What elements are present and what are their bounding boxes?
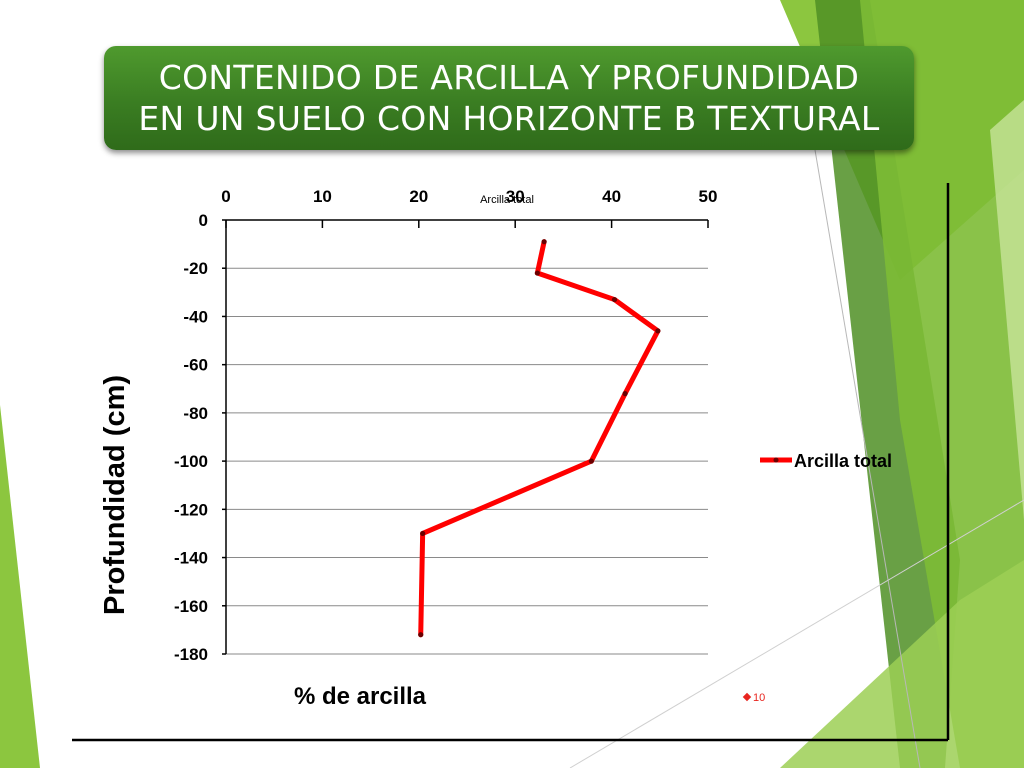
data-point	[534, 270, 540, 276]
series-line	[418, 239, 661, 638]
y-tick-label: 0	[199, 211, 208, 230]
y-tick-label: -180	[174, 645, 208, 664]
legend-point-marker	[773, 457, 779, 463]
data-point	[541, 239, 547, 245]
page-number-text: 10	[753, 692, 765, 704]
y-tick-label: -40	[183, 307, 208, 326]
title-banner: CONTENIDO DE ARCILLA Y PROFUNDIDAD EN UN…	[104, 46, 914, 150]
x-tick-label: 10	[313, 187, 332, 206]
data-point	[622, 391, 628, 397]
data-point	[420, 530, 426, 537]
y-tick-labels: 0 -20 -40 -60 -80 -100 -120 -140 -160 -180	[174, 211, 208, 664]
accent-facet-right-mid	[815, 0, 960, 768]
x-tick-label: 30	[506, 187, 525, 206]
y-tick-label: -140	[174, 549, 208, 568]
x-tick-label: 0	[221, 187, 230, 206]
y-tick-label: -160	[174, 597, 208, 616]
gridlines	[222, 219, 708, 655]
data-point	[655, 328, 661, 334]
x-tick-label: 40	[602, 187, 621, 206]
y-tick-label: -80	[183, 404, 208, 423]
data-point	[588, 458, 594, 464]
accent-facet-right-pale	[990, 100, 1024, 520]
y-tick-label: -100	[174, 452, 208, 471]
y-tick-label: -20	[183, 259, 208, 278]
data-point	[611, 296, 618, 303]
accent-facet-left	[0, 405, 40, 768]
accent-facet-right-light	[860, 0, 1024, 768]
page-number: 10	[742, 692, 765, 704]
y-tick-label: -60	[183, 356, 208, 375]
y-axis-title: Profundidad (cm)	[99, 375, 131, 615]
x-tick-label: 50	[699, 187, 718, 206]
accent-thin-line	[814, 149, 921, 768]
data-point	[418, 632, 424, 638]
page-number-diamond	[742, 692, 752, 702]
legend-label: Arcilla total	[794, 451, 892, 471]
x-axis-title: % de arcilla	[294, 683, 427, 710]
series-name-label: Arcilla total	[480, 194, 534, 206]
series-arcilla-total	[418, 239, 661, 638]
x-tick-marks	[225, 220, 709, 228]
x-tick-labels: 0 10 20 30 40 50	[221, 187, 717, 206]
legend: Arcilla total	[760, 451, 892, 471]
y-tick-label: -120	[174, 500, 208, 519]
x-tick-label: 20	[409, 187, 428, 206]
title-line-1: CONTENIDO DE ARCILLA Y PROFUNDIDAD	[158, 58, 860, 97]
title-line-2: EN UN SUELO CON HORIZONTE B TEXTURAL	[138, 99, 880, 138]
